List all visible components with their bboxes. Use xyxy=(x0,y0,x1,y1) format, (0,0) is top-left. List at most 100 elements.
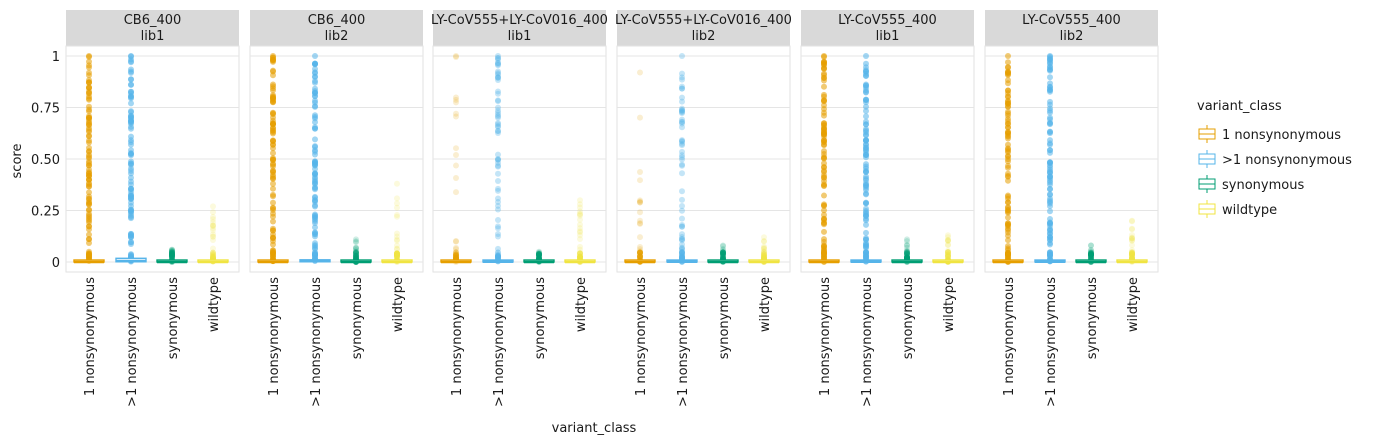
outlier-point xyxy=(637,114,643,121)
outlier-point xyxy=(312,229,318,236)
outlier-point xyxy=(312,143,318,150)
outlier-point xyxy=(720,243,726,250)
outlier-point xyxy=(86,240,92,247)
box-group xyxy=(1116,217,1148,265)
outlier-point xyxy=(312,61,318,68)
outlier-point xyxy=(128,167,134,174)
outlier-point xyxy=(86,137,92,144)
legend-label: wildtype xyxy=(1222,203,1277,218)
legend-item: synonymous xyxy=(1198,175,1304,193)
outlier-point xyxy=(863,217,869,224)
outlier-point xyxy=(453,53,459,60)
outlier-point xyxy=(394,204,400,211)
outlier-point xyxy=(679,241,685,248)
outlier-point xyxy=(1129,235,1135,242)
outlier-point xyxy=(577,221,583,228)
outlier-point xyxy=(210,203,216,210)
outlier-point xyxy=(679,215,685,222)
y-tick-label: 0 xyxy=(52,256,60,271)
outlier-point xyxy=(679,98,685,105)
outlier-point xyxy=(863,118,869,125)
outlier-point xyxy=(495,157,501,164)
outlier-point xyxy=(863,72,869,79)
outlier-point xyxy=(394,213,400,220)
outlier-point xyxy=(312,125,318,132)
facet-label-antibody: CB6_400 xyxy=(308,13,366,28)
outlier-point xyxy=(679,231,685,238)
facet-label-antibody: LY-CoV555+LY-CoV016_400 xyxy=(431,13,608,28)
box-group xyxy=(257,53,289,265)
outlier-point xyxy=(821,201,827,208)
outlier-point xyxy=(1129,237,1135,244)
outlier-point xyxy=(270,141,276,148)
outlier-point xyxy=(453,110,459,117)
box-group xyxy=(523,248,555,265)
outlier-point xyxy=(1005,108,1011,115)
outlier-point xyxy=(679,236,685,243)
outlier-point xyxy=(312,74,318,81)
outlier-point xyxy=(1047,130,1053,137)
outlier-point xyxy=(679,105,685,112)
outlier-point xyxy=(821,207,827,214)
outlier-point xyxy=(312,97,318,104)
outlier-point xyxy=(495,109,501,116)
outlier-point xyxy=(86,114,92,121)
outlier-point xyxy=(1005,120,1011,127)
outlier-point xyxy=(821,168,827,175)
outlier-point xyxy=(637,169,643,176)
outlier-point xyxy=(863,60,869,67)
outlier-point xyxy=(128,150,134,157)
outlier-point xyxy=(577,211,583,218)
outlier-point xyxy=(453,175,459,182)
outlier-point xyxy=(679,108,685,115)
outlier-point xyxy=(453,151,459,158)
box-group xyxy=(340,236,372,265)
outlier-point xyxy=(1047,159,1053,166)
facet-strip xyxy=(66,10,239,46)
x-tick-label: synonymous xyxy=(901,277,916,359)
outlier-point xyxy=(128,139,134,146)
outlier-point xyxy=(453,162,459,169)
outlier-point xyxy=(720,242,726,249)
facet-strip xyxy=(250,10,423,46)
outlier-point xyxy=(495,98,501,105)
outlier-point xyxy=(128,203,134,210)
outlier-point xyxy=(270,173,276,180)
outlier-point xyxy=(863,161,869,168)
facet-label-antibody: CB6_400 xyxy=(124,13,182,28)
outlier-point xyxy=(86,152,92,159)
outlier-point xyxy=(904,242,910,249)
box-group xyxy=(440,53,472,265)
outlier-point xyxy=(679,53,685,59)
outlier-point xyxy=(353,249,359,256)
outlier-point xyxy=(495,90,501,97)
outlier-point xyxy=(270,109,276,116)
outlier-point xyxy=(1047,105,1053,112)
outlier-point xyxy=(312,136,318,143)
outlier-point xyxy=(679,188,685,195)
outlier-point xyxy=(863,146,869,153)
outlier-point xyxy=(679,138,685,145)
outlier-point xyxy=(945,237,951,244)
legend-item: >1 nonsynonymous xyxy=(1198,150,1352,168)
outlier-point xyxy=(1047,186,1053,193)
outlier-point xyxy=(720,249,726,256)
outlier-point xyxy=(353,238,359,245)
outlier-point xyxy=(312,240,318,247)
outlier-point xyxy=(210,213,216,220)
outlier-point xyxy=(821,83,827,90)
outlier-point xyxy=(863,190,869,197)
outlier-point xyxy=(394,195,400,202)
outlier-point xyxy=(86,72,92,79)
outlier-point xyxy=(495,156,501,163)
outlier-point xyxy=(637,220,643,227)
y-axis-title: score xyxy=(10,144,25,179)
facet-label-library: lib1 xyxy=(141,29,165,44)
outlier-point xyxy=(128,76,134,83)
x-axis-title: variant_class xyxy=(552,421,637,436)
outlier-point xyxy=(577,197,583,204)
box-group xyxy=(624,69,656,265)
y-tick-label: 0.25 xyxy=(31,205,60,220)
outlier-point xyxy=(86,84,92,91)
outlier-point xyxy=(679,124,685,131)
